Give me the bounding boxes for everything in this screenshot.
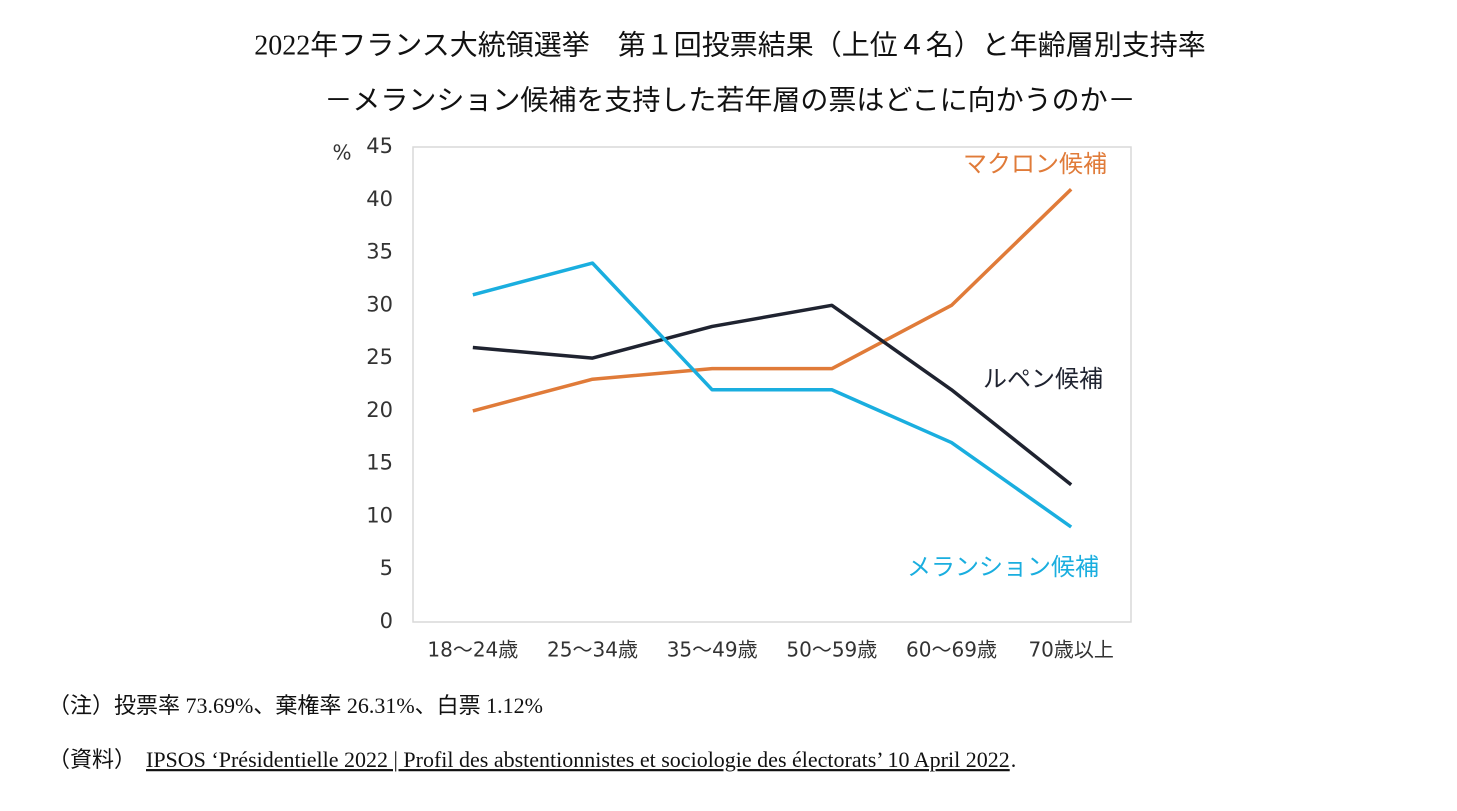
y-tick-label: 20 [366, 398, 393, 422]
y-unit: % [332, 141, 351, 165]
chart-subtitle: －メランション候補を支持した若年層の票はどこに向かうのか－ [324, 84, 1135, 116]
x-tick-label: 25～34歳 [547, 638, 638, 662]
source-link-text[interactable]: IPSOS ‘Présidentielle 2022 | Profil des … [146, 747, 1010, 772]
series-line [472, 261, 1073, 529]
series-label: マクロン候補 [963, 150, 1107, 178]
y-tick-label: 35 [366, 240, 393, 264]
series-line [472, 187, 1073, 413]
series-line [472, 303, 1073, 487]
x-tick-label: 60～69歳 [906, 638, 997, 662]
note: （注）投票率 73.69%、棄権率 26.31%、白票 1.12% [48, 693, 543, 718]
y-tick-label: 30 [366, 292, 393, 316]
y-tick-label: 25 [366, 345, 393, 369]
x-tick-label: 70歳以上 [1028, 638, 1113, 662]
y-tick-label: 40 [366, 187, 393, 211]
y-tick-label: 15 [366, 451, 393, 475]
plot-area [412, 146, 1132, 623]
series-label: ルペン候補 [983, 365, 1103, 393]
x-tick-label: 50～59歳 [786, 638, 877, 662]
chart-title: 2022年フランス大統領選挙 第１回投票結果（上位４名）と年齢層別支持率 [254, 29, 1205, 61]
source-prefix: （資料） [48, 747, 136, 772]
x-tick-label: 35～49歳 [667, 638, 758, 662]
y-tick-label: 45 [366, 134, 393, 158]
source-suffix: . [1011, 747, 1017, 772]
y-tick-label: 10 [366, 503, 393, 527]
y-tick-label: 5 [380, 556, 393, 580]
x-tick-label: 18～24歳 [427, 638, 518, 662]
series-label: メランション候補 [907, 553, 1099, 581]
source-link[interactable]: IPSOS ‘Présidentielle 2022 | Profil des … [146, 747, 1010, 772]
y-tick-label: 0 [380, 609, 393, 633]
